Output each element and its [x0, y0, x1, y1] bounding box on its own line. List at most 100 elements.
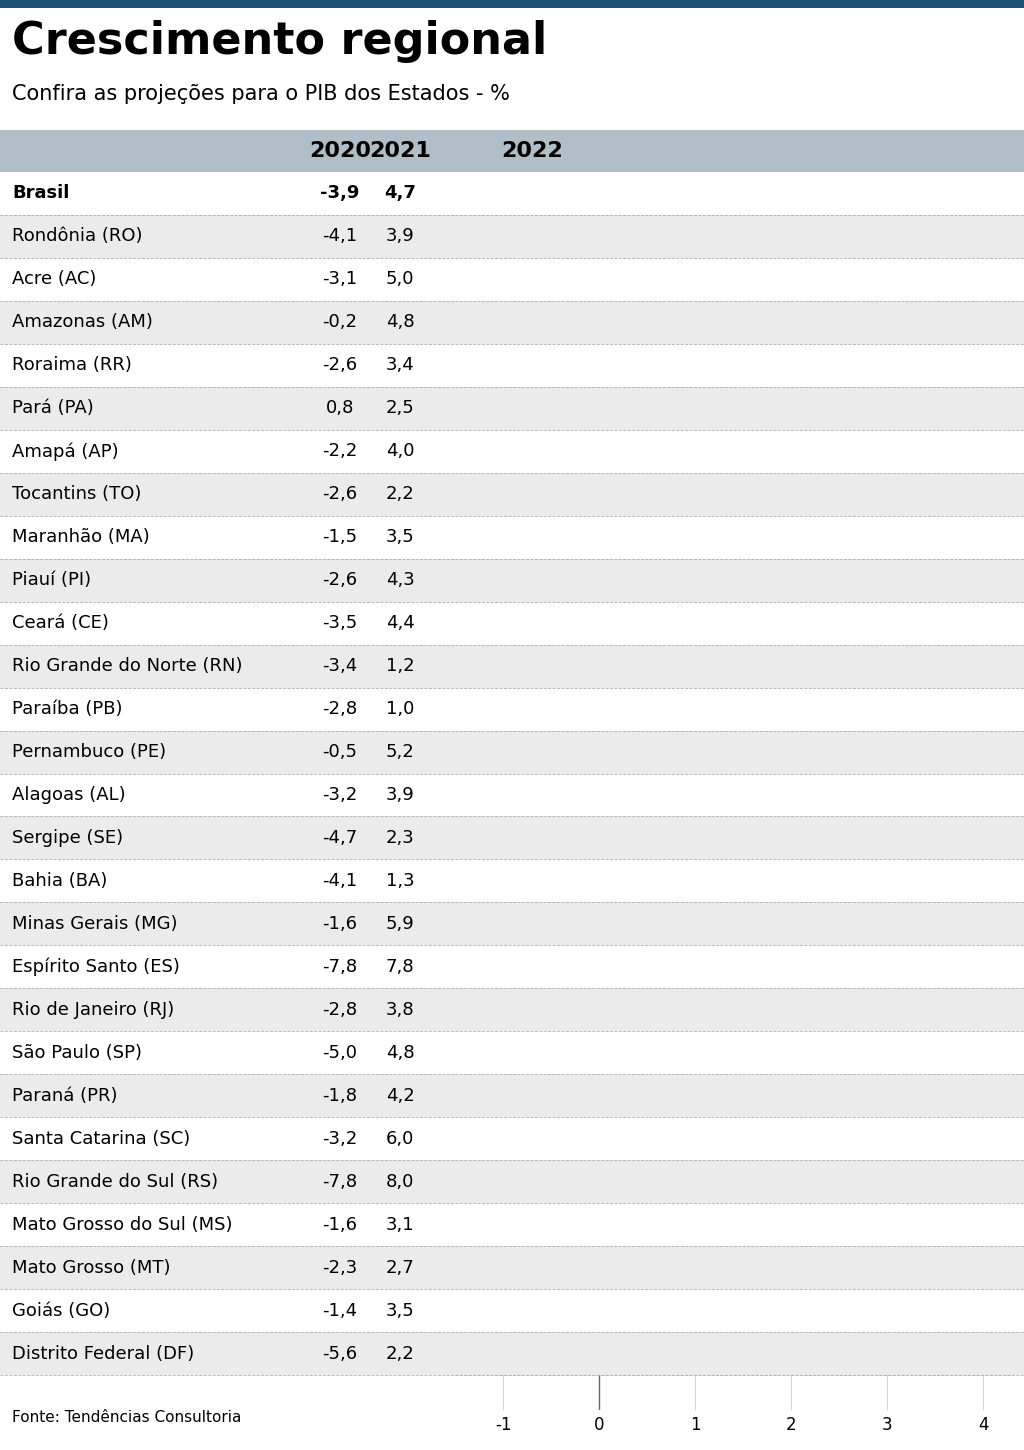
Text: Fonte: Tendências Consultoria: Fonte: Tendências Consultoria — [12, 1409, 242, 1425]
Bar — [455, 302, 1012, 344]
Bar — [455, 645, 1012, 687]
Bar — [455, 731, 1012, 773]
Text: -7,8: -7,8 — [323, 958, 357, 976]
Text: 0,2: 0,2 — [624, 700, 652, 718]
Text: 2,7: 2,7 — [386, 1259, 415, 1276]
Text: Brasil: Brasil — [12, 184, 70, 203]
Text: -2,6: -2,6 — [323, 357, 357, 374]
Bar — [599, 1040, 618, 1066]
Bar — [455, 860, 1012, 902]
Text: 2,5: 2,5 — [386, 399, 415, 418]
Text: 4,3: 4,3 — [386, 571, 415, 589]
Text: 1,0: 1,0 — [386, 700, 414, 718]
Text: Espírito Santo (ES): Espírito Santo (ES) — [12, 957, 180, 976]
Bar — [599, 654, 676, 679]
Text: 1,2: 1,2 — [720, 915, 749, 932]
Text: -1,6: -1,6 — [323, 1215, 357, 1234]
Text: Ceará (CE): Ceará (CE) — [12, 615, 109, 632]
Text: Mato Grosso (MT): Mato Grosso (MT) — [12, 1259, 171, 1276]
Bar — [551, 825, 599, 850]
Bar — [455, 1031, 1012, 1074]
Text: 5,2: 5,2 — [386, 742, 415, 761]
Text: Rio de Janeiro (RJ): Rio de Janeiro (RJ) — [12, 1000, 174, 1019]
Text: 4,0: 4,0 — [386, 442, 415, 460]
Text: -4,1: -4,1 — [323, 228, 357, 245]
Text: 3,1: 3,1 — [902, 399, 931, 418]
Text: -2,3: -2,3 — [323, 1259, 357, 1276]
Bar — [599, 1212, 753, 1237]
Text: 1,0: 1,0 — [700, 786, 729, 803]
Bar — [455, 1116, 1012, 1160]
Bar — [599, 568, 667, 593]
Text: -1,6: -1,6 — [323, 915, 357, 932]
Text: Piauí (PI): Piauí (PI) — [12, 571, 91, 589]
Text: 0,5: 0,5 — [653, 184, 685, 203]
Text: 1,4: 1,4 — [739, 871, 768, 890]
Text: -1,4: -1,4 — [323, 1302, 357, 1320]
Text: -2,6: -2,6 — [323, 571, 357, 589]
Bar — [455, 989, 1012, 1031]
Bar — [455, 215, 1012, 258]
Text: -3,9: -3,9 — [321, 184, 359, 203]
Bar — [599, 998, 695, 1022]
Text: 1,0: 1,0 — [700, 1000, 729, 1019]
Text: -3,4: -3,4 — [323, 657, 357, 676]
Text: 1,5: 1,5 — [749, 442, 777, 460]
Text: -0,5: -0,5 — [323, 742, 357, 761]
Text: -5,6: -5,6 — [323, 1344, 357, 1363]
Bar — [455, 945, 1012, 989]
Text: 0,8: 0,8 — [326, 399, 354, 418]
Bar — [599, 181, 647, 206]
Text: Confira as projeções para o PIB dos Estados - %: Confira as projeções para o PIB dos Esta… — [12, 84, 510, 104]
Text: 2,2: 2,2 — [386, 486, 415, 503]
Bar — [599, 740, 705, 764]
Text: 0,2: 0,2 — [624, 1044, 652, 1061]
Text: -2,8: -2,8 — [323, 1000, 357, 1019]
Text: Goiás (GO): Goiás (GO) — [12, 1302, 111, 1320]
Text: 5,9: 5,9 — [386, 915, 415, 932]
Text: -5,0: -5,0 — [323, 1044, 357, 1061]
Text: 0,8: 0,8 — [682, 657, 710, 676]
Text: -1,8: -1,8 — [323, 1086, 357, 1105]
Text: 6,0: 6,0 — [386, 1130, 414, 1148]
Text: 1,8: 1,8 — [777, 1259, 806, 1276]
Bar — [455, 1074, 1012, 1116]
Bar — [455, 687, 1012, 731]
Text: 2021: 2021 — [369, 141, 431, 161]
Bar — [599, 1298, 715, 1322]
Text: -0,2: -0,2 — [323, 313, 357, 332]
Bar — [599, 1083, 656, 1108]
Text: Amazonas (AM): Amazonas (AM) — [12, 313, 153, 332]
Bar — [455, 344, 1012, 387]
Bar — [455, 816, 1012, 860]
Text: 0,0: 0,0 — [605, 1344, 633, 1363]
Text: Pará (PA): Pará (PA) — [12, 399, 94, 418]
Text: 4,2: 4,2 — [386, 1086, 415, 1105]
Text: Paraíba (PB): Paraíba (PB) — [12, 700, 123, 718]
Text: -2,8: -2,8 — [323, 700, 357, 718]
Text: São Paulo (SP): São Paulo (SP) — [12, 1044, 142, 1061]
Text: 0,2: 0,2 — [624, 1173, 652, 1190]
Text: 0,1: 0,1 — [614, 357, 643, 374]
Text: 5,0: 5,0 — [386, 270, 415, 289]
Text: 0,1: 0,1 — [614, 958, 643, 976]
Bar — [599, 954, 608, 979]
Text: 1,2: 1,2 — [386, 657, 415, 676]
Text: 3,5: 3,5 — [386, 528, 415, 547]
Text: 3,1: 3,1 — [386, 1215, 415, 1234]
Text: 0,1: 0,1 — [614, 528, 643, 547]
Text: 1,8: 1,8 — [777, 228, 806, 245]
Text: 3,5: 3,5 — [386, 1302, 415, 1320]
Bar — [455, 558, 1012, 602]
Text: 2022: 2022 — [501, 141, 563, 161]
Text: -4,1: -4,1 — [323, 871, 357, 890]
Bar — [599, 610, 715, 635]
Text: -3,2: -3,2 — [323, 786, 357, 803]
Text: 1,1: 1,1 — [711, 313, 739, 332]
Bar — [455, 387, 1012, 429]
Text: Rondônia (RO): Rondônia (RO) — [12, 228, 142, 245]
Bar — [455, 173, 1012, 215]
Text: -3,2: -3,2 — [323, 1130, 357, 1148]
Text: 3,8: 3,8 — [386, 1000, 415, 1019]
Bar — [455, 516, 1012, 558]
